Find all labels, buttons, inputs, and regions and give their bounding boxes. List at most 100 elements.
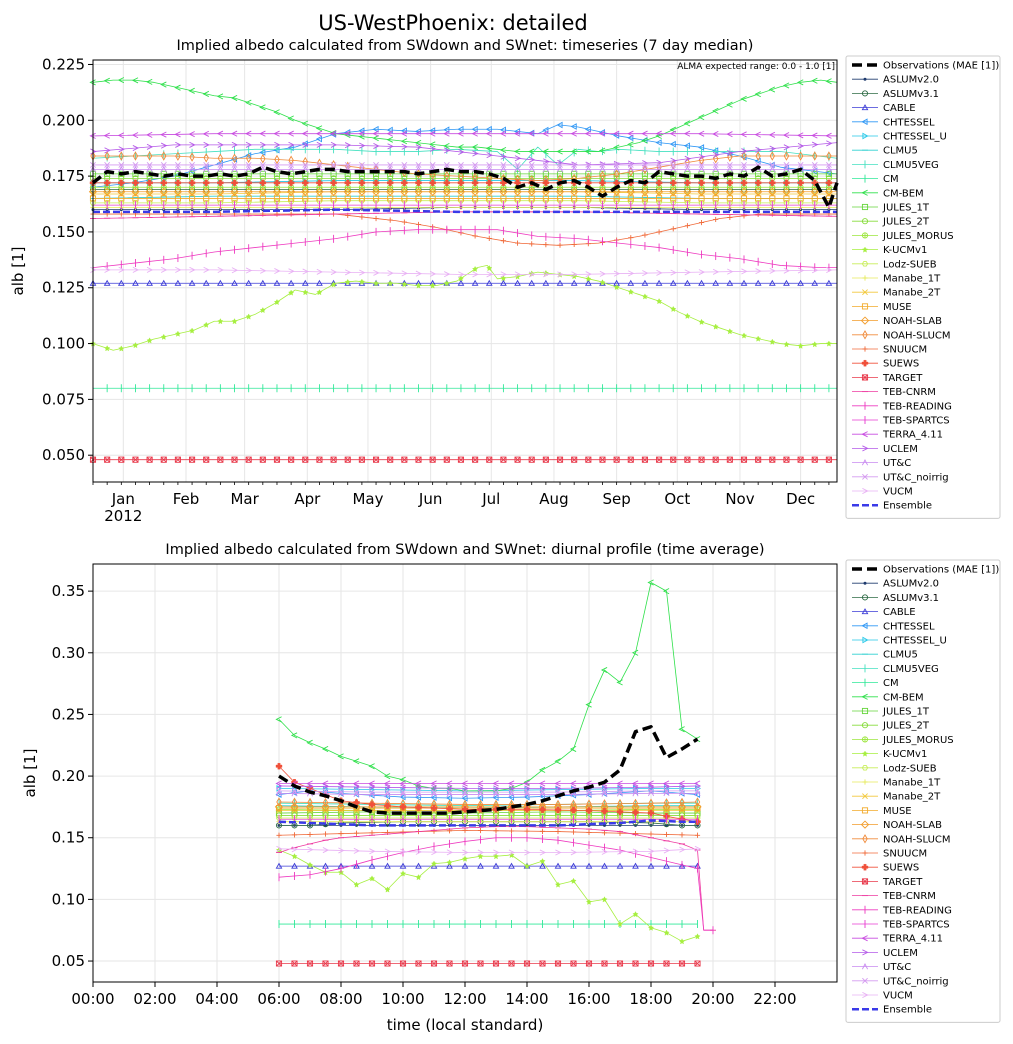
bottom-point-suews [647,809,655,817]
top-point-jules-1t [203,170,210,177]
top-point-ut-c-noirrig [316,162,323,168]
bottom-point-target [616,960,624,967]
top-point-vucm [797,267,805,274]
top-point-vucm [811,267,819,274]
top-legend-marker [861,458,869,466]
bottom-point-suews [384,802,391,809]
bottom-point-vucm [648,848,655,855]
top-point-cm-bem [259,104,266,111]
bottom-point-k-ucmv1 [678,938,686,945]
bottom-point-target [601,960,608,967]
top-series-line-lodz-sueb [93,200,837,204]
bottom-point-suews [523,806,531,813]
top-point-uclem [811,141,819,148]
top-xtick-label: Dec [786,490,815,508]
bottom-point-vucm [601,848,609,855]
top-point-manabe-2t [274,189,280,196]
bottom-point-noah-slab [677,802,687,812]
bottom-point-lodz-sueb [384,815,391,821]
top-point-ut-c [656,165,663,173]
top-legend-marker [861,246,869,253]
top-point-k-ucmv1 [330,281,337,288]
top-point-ut-c [726,165,733,173]
bottom-point-k-ucmv1 [415,874,422,881]
bottom-point-chtessel [430,794,437,802]
top-point-jules-1t [585,170,592,177]
bottom-legend-label: NOAH-SLAB [883,820,942,831]
top-point-cm-bem [570,148,577,155]
top-point-vucm [599,270,607,277]
bottom-xtick-label: 04:00 [195,990,238,1008]
bottom-point-cable [275,862,283,869]
bottom-point-k-ucmv1 [647,924,655,931]
top-point-noah-slab [386,187,395,196]
top-point-k-ucmv1 [217,318,224,325]
bottom-point-vucm [338,847,345,854]
bottom-point-ut-c-noirrig [384,789,391,796]
top-point-target [599,456,606,463]
top-point-vucm [741,268,748,275]
top-point-noah-slucm [175,151,181,161]
top-legend-item-k-ucmv1: K-UCMv1 [852,245,927,256]
top-point-cm-bem [414,139,422,146]
top-point-ut-c [811,165,818,173]
top-point-snuucm [684,223,690,229]
top-point-chtessel [429,127,436,134]
bottom-point-suews [430,804,438,812]
top-ytick-label: 0.175 [42,167,85,185]
top-point-terra-4-11 [811,132,818,139]
bottom-point-k-ucmv1 [306,861,314,868]
top-point-suews [500,179,507,187]
top-point-jules-1t [259,170,266,177]
bottom-series-line-ensemble [278,819,698,827]
top-point-terra-4-11 [117,132,125,139]
top-point-snuucm [698,219,705,226]
top-point-cable [174,279,182,286]
top-point-target [712,456,719,463]
bottom-legend-item-muse: MUSE [852,806,912,817]
top-xtick-label: Jun [418,490,442,508]
bottom-xtick-label: 22:00 [753,990,796,1008]
top-point-noah-slab [725,187,734,196]
bottom-point-vucm [508,849,516,856]
bottom-point-uclem [276,782,283,789]
bottom-point-k-ucmv1 [632,911,639,918]
top-point-uclem [189,141,196,148]
top-point-uclem [712,151,720,158]
top-point-snuucm [359,214,365,220]
bottom-point-snuucm [276,832,282,838]
top-point-vucm [401,270,408,277]
top-point-ut-c-noirrig [472,162,479,168]
bottom-legend-marker [861,594,869,601]
top-point-cable [627,279,635,286]
bottom-point-vucm [384,848,392,855]
bottom-point-uclem [648,784,655,791]
top-point-ut-c-noirrig [146,162,153,168]
bottom-point-terra-4-11 [461,780,468,787]
top-point-noah-slab [626,187,635,196]
top-legend-label: CLMU5VEG [883,160,939,171]
bottom-legend-item-teb-spartcs: TEB-SPARTCS [852,920,950,931]
bottom-point-target [415,960,422,967]
bottom-point-target [678,960,686,967]
top-point-cm-bem [372,135,379,142]
top-point-noah-slab [286,187,296,196]
bottom-point-vucm [291,846,299,853]
top-series-ensemble [93,208,837,214]
top-chart-series [88,77,839,463]
top-point-terra-4-11 [245,130,252,137]
top-point-uclem [288,141,295,148]
top-point-ut-c-noirrig [528,162,535,168]
top-point-cm-bem [669,126,677,133]
top-point-ut-c-noirrig [415,162,422,168]
bottom-point-suews [461,806,469,813]
top-point-terra-4-11 [146,131,153,138]
top-legend-label: SNUUCM [883,345,927,356]
bottom-point-lodz-sueb [291,815,298,821]
top-series-cable [89,279,837,286]
bottom-point-vucm [369,848,376,855]
top-point-noah-slucm [642,164,648,175]
top-point-noah-slucm [146,151,153,161]
bottom-point-snuucm [694,832,701,838]
